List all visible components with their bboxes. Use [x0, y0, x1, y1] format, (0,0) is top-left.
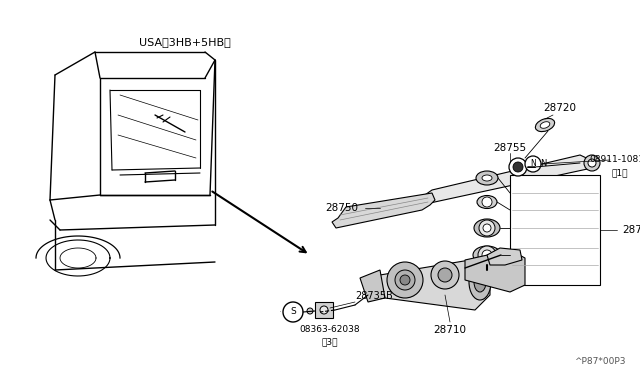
- Text: 、1）: 、1）: [612, 169, 628, 177]
- Text: S: S: [290, 308, 296, 317]
- Circle shape: [483, 224, 491, 232]
- Circle shape: [478, 246, 496, 264]
- Ellipse shape: [474, 219, 500, 237]
- Circle shape: [588, 159, 596, 167]
- Text: —: —: [527, 163, 536, 171]
- Text: （3）: （3）: [322, 337, 339, 346]
- Circle shape: [525, 156, 541, 172]
- Text: USA〈3HB+5HB〉: USA〈3HB+5HB〉: [139, 37, 231, 47]
- Circle shape: [584, 155, 600, 171]
- Polygon shape: [422, 155, 595, 203]
- Ellipse shape: [469, 264, 491, 300]
- Ellipse shape: [536, 118, 555, 132]
- Polygon shape: [360, 270, 385, 302]
- Circle shape: [387, 262, 423, 298]
- Polygon shape: [370, 260, 490, 310]
- Text: N: N: [530, 160, 536, 169]
- Text: 08911-10810: 08911-10810: [589, 155, 640, 164]
- Circle shape: [320, 306, 328, 314]
- Circle shape: [479, 220, 495, 236]
- Text: 28750: 28750: [325, 203, 358, 213]
- Circle shape: [307, 308, 313, 314]
- Text: ^P87*00P3: ^P87*00P3: [574, 357, 626, 366]
- Circle shape: [283, 302, 303, 322]
- Ellipse shape: [482, 175, 492, 181]
- Circle shape: [395, 270, 415, 290]
- Polygon shape: [487, 248, 522, 265]
- Text: 28735B: 28735B: [355, 291, 393, 301]
- Circle shape: [482, 250, 492, 260]
- Ellipse shape: [474, 272, 486, 292]
- Ellipse shape: [476, 171, 498, 185]
- Circle shape: [438, 268, 452, 282]
- Text: N: N: [540, 158, 547, 167]
- Circle shape: [482, 197, 492, 207]
- Circle shape: [513, 162, 523, 172]
- Circle shape: [509, 158, 527, 176]
- Circle shape: [400, 275, 410, 285]
- Polygon shape: [465, 250, 525, 292]
- Text: 28715: 28715: [622, 225, 640, 235]
- Ellipse shape: [540, 122, 550, 128]
- Bar: [315, 302, 333, 318]
- Polygon shape: [332, 193, 435, 228]
- Ellipse shape: [473, 246, 501, 264]
- Text: 28755: 28755: [493, 143, 527, 153]
- Ellipse shape: [477, 196, 497, 208]
- Text: 08363-62038: 08363-62038: [300, 326, 360, 334]
- Bar: [510, 175, 600, 285]
- Circle shape: [431, 261, 459, 289]
- Text: 28720: 28720: [543, 103, 577, 113]
- Text: 28710: 28710: [433, 325, 467, 335]
